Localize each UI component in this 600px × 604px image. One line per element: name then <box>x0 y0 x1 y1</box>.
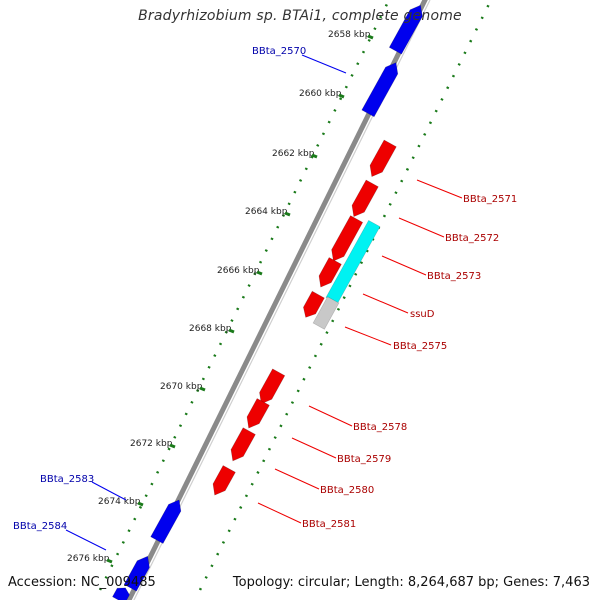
tick-mark <box>338 93 345 99</box>
tick-label: 2670 kbp <box>160 382 203 392</box>
gene-bbta-2575 <box>312 296 340 330</box>
tick-label: 2658 kbp <box>328 30 371 40</box>
gene-bbta-2571 <box>369 139 397 178</box>
leader-line <box>291 437 337 459</box>
gene-reverse <box>246 398 270 429</box>
tick-label: 2660 kbp <box>299 89 342 99</box>
gene-bbta-2573 <box>331 215 364 262</box>
tick-mark <box>256 270 263 276</box>
leader-line <box>308 405 353 427</box>
leader-line <box>344 326 392 346</box>
feature-label: BBta_2571 <box>463 194 517 205</box>
tick-mark <box>228 328 235 334</box>
accession-text: Accession: NC_009485 <box>8 575 156 590</box>
feature-label: BBta_2575 <box>393 341 447 352</box>
tick-mark <box>199 386 206 392</box>
gene-reverse <box>303 290 325 318</box>
tick-label: 2666 kbp <box>217 266 260 276</box>
tick-mark <box>137 501 144 507</box>
feature-label: BBta_2580 <box>320 485 374 496</box>
leader-line <box>416 179 463 199</box>
scale-line-outer <box>98 1 390 591</box>
gene-bbta-2570 <box>361 62 399 118</box>
leader-line <box>91 481 127 501</box>
feature-label: BBta_2570 <box>252 46 306 57</box>
leader-line <box>362 293 409 314</box>
feature-label: BBta_2573 <box>427 271 481 282</box>
gene-bbta-2584 <box>123 555 150 592</box>
feature-label: BBta_2572 <box>445 233 499 244</box>
tick-label: 2664 kbp <box>245 207 288 217</box>
tick-mark <box>284 211 291 217</box>
tick-label: 2668 kbp <box>189 324 232 334</box>
gene-bbta-2578 <box>259 368 286 405</box>
tick-label: 2662 kbp <box>272 149 315 159</box>
map-title: Bradyrhizobium sp. BTAi1, complete genom… <box>138 8 462 24</box>
scale-line-inner <box>198 1 492 591</box>
gene-bbta-2572 <box>351 179 379 218</box>
gene-forward <box>388 4 423 55</box>
leader-line <box>398 217 445 238</box>
gene-reverse <box>318 257 342 288</box>
tick-label: 2676 kbp <box>67 554 110 564</box>
leader-line <box>381 255 427 276</box>
feature-label: BBta_2579 <box>337 454 391 465</box>
leader-line <box>301 54 347 74</box>
topology-text: Topology: circular; Length: 8,264,687 bp… <box>232 575 590 590</box>
feature-label: ssuD <box>410 309 435 320</box>
leader-line <box>257 502 302 524</box>
tick-label: 2672 kbp <box>130 439 173 449</box>
tick-mark <box>311 153 318 159</box>
leader-line <box>274 468 320 490</box>
tick-mark <box>106 558 113 564</box>
feature-label: BBta_2583 <box>40 474 94 485</box>
gene-bbta-2579 <box>230 427 256 462</box>
feature-label: BBta_2584 <box>13 521 67 532</box>
gene-bbta-2580 <box>212 465 236 496</box>
feature-label: BBta_2578 <box>353 422 407 433</box>
leader-line <box>65 529 107 551</box>
tick-mark <box>367 34 374 40</box>
tick-mark <box>169 443 176 449</box>
tick-label: 2674 kbp <box>98 497 141 507</box>
gene-bbta-2583 <box>150 499 182 544</box>
feature-label: BBta_2581 <box>302 519 356 530</box>
